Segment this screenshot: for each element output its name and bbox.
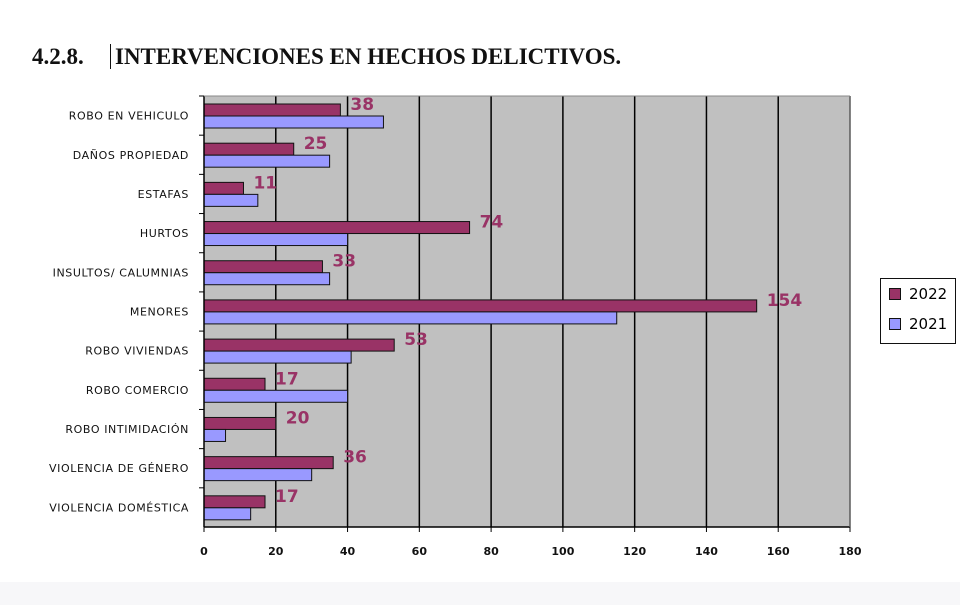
- category-label: MENORES: [130, 306, 189, 319]
- legend: 2022 2021: [880, 278, 956, 344]
- bar-chart: 0 20 40 60 80 100 120 140 160 180 ROBO EN VEHICULO…: [49, 95, 862, 558]
- bar-2021: [203, 233, 349, 247]
- bar-2022: [203, 299, 758, 313]
- x-tick-label: 140: [695, 545, 718, 558]
- legend-label-2021: 2021: [909, 315, 948, 333]
- section-title: INTERVENCIONES EN HECHOS DELICTIVOS.: [110, 44, 622, 69]
- bar-2022: [203, 456, 334, 470]
- x-tick-label: 0: [200, 545, 208, 558]
- bar-2022: [203, 103, 341, 117]
- data-label-2022: 38: [350, 95, 374, 115]
- bar-2022: [203, 142, 295, 156]
- bar-2021: [203, 311, 618, 325]
- bar-2022: [203, 495, 266, 509]
- data-label-2022: 36: [343, 448, 367, 468]
- category-label: ROBO COMERCIO: [86, 384, 189, 397]
- bar-2021: [203, 272, 331, 286]
- data-label-2022: 74: [480, 213, 504, 233]
- category-label: ROBO EN VEHICULO: [69, 110, 189, 123]
- data-label-2022: 25: [304, 134, 328, 154]
- category-label: VIOLENCIA DOMÉSTICA: [49, 501, 189, 514]
- bar-2022: [203, 377, 266, 391]
- x-tick-label: 180: [839, 545, 862, 558]
- x-tick-label: 160: [767, 545, 790, 558]
- x-tick-label: 60: [412, 545, 428, 558]
- x-tick-label: 100: [551, 545, 574, 558]
- category-label: HURTOS: [140, 227, 189, 240]
- category-label: VIOLENCIA DE GÉNERO: [49, 462, 189, 475]
- data-label-2022: 20: [286, 408, 310, 428]
- x-tick-label: 80: [483, 545, 499, 558]
- section-heading: 4.2.8. INTERVENCIONES EN HECHOS DELICTIVO…: [32, 44, 622, 70]
- category-label: ROBO VIVIENDAS: [85, 345, 189, 358]
- bar-2022: [203, 260, 323, 274]
- section-number: 4.2.8.: [32, 44, 84, 69]
- legend-swatch-2022: [889, 288, 901, 300]
- bar-2022: [203, 338, 395, 352]
- bar-2021: [203, 428, 227, 442]
- bar-2021: [203, 468, 313, 482]
- footer-strip: [0, 582, 960, 605]
- data-label-2022: 154: [767, 291, 803, 311]
- category-label: ESTAFAS: [138, 188, 189, 201]
- data-label-2022: 53: [404, 330, 428, 350]
- bar-2021: [203, 115, 384, 129]
- category-label: DAÑOS PROPIEDAD: [73, 149, 189, 162]
- legend-item-2022: 2022: [881, 279, 955, 309]
- data-label-2022: 33: [332, 252, 356, 272]
- data-label-2022: 11: [253, 173, 277, 193]
- bar-2022: [203, 181, 244, 195]
- bar-2021: [203, 154, 331, 168]
- bar-2021: [203, 193, 259, 207]
- bar-2021: [203, 350, 352, 364]
- legend-label-2022: 2022: [909, 285, 948, 303]
- x-tick-label: 120: [623, 545, 646, 558]
- data-label-2022: 17: [275, 487, 299, 507]
- legend-swatch-2021: [889, 318, 901, 330]
- category-label: INSULTOS/ CALUMNIAS: [53, 266, 189, 279]
- x-tick-label: 40: [340, 545, 356, 558]
- category-label: ROBO INTIMIDACIÓN: [65, 423, 189, 436]
- bar-2022: [203, 221, 471, 235]
- x-tick-label: 20: [268, 545, 284, 558]
- bar-2021: [203, 389, 349, 403]
- bar-2022: [203, 416, 277, 430]
- legend-item-2021: 2021: [881, 309, 955, 339]
- data-label-2022: 17: [275, 369, 299, 389]
- bar-2021: [203, 507, 252, 521]
